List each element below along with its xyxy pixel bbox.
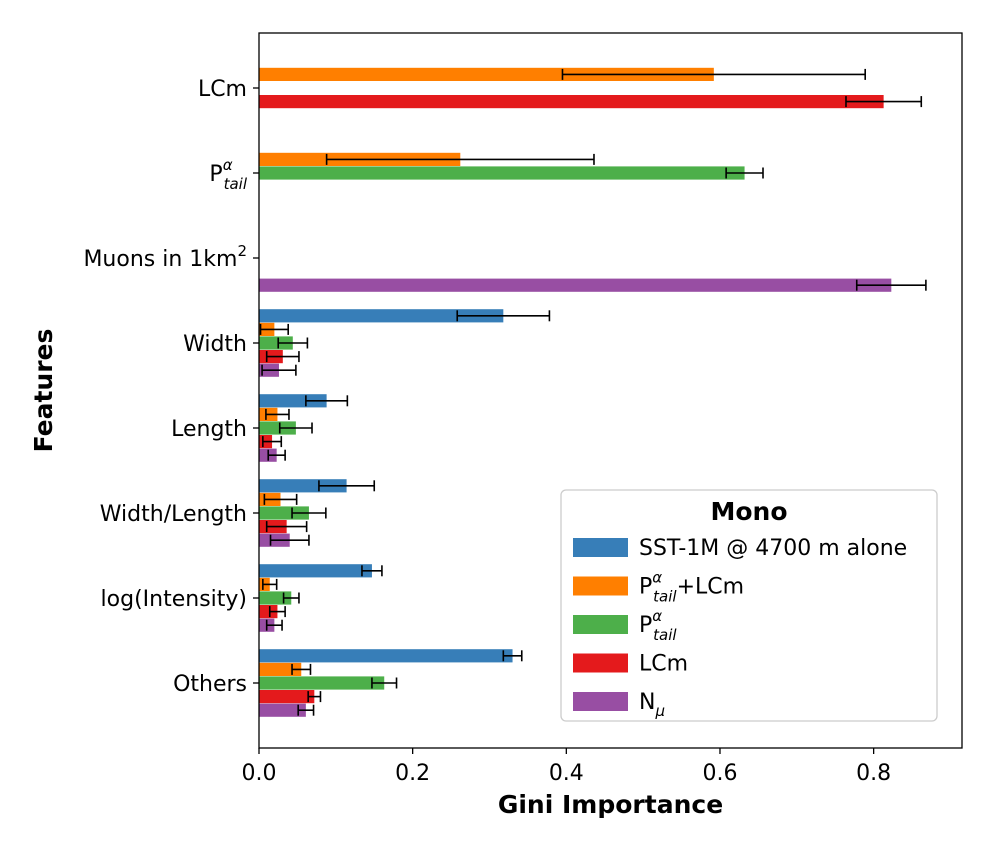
- bar-p-tail-length: [259, 421, 296, 435]
- y-tick-label-logint: log(Intensity): [101, 587, 247, 612]
- bar-lcm-logint: [259, 605, 278, 619]
- legend-swatch-p-tail: [573, 615, 628, 634]
- errorbar-lcm-lcm: [845, 96, 923, 108]
- errorbar-sst-1m-4700-m-alone-others: [502, 650, 523, 662]
- legend-label-sst-1m-4700-m-alone: SST-1M @ 4700 m alone: [639, 536, 907, 561]
- errorbar-lcm-wl: [265, 521, 308, 533]
- errorbar-p-tail-lcm-width: [259, 323, 289, 335]
- errorbar-lcm-logint: [268, 606, 286, 618]
- legend-swatch-n: [573, 692, 628, 711]
- errorbar-p-tail-lcm-ptail: [325, 153, 595, 165]
- errorbar-sst-1m-4700-m-alone-width: [456, 310, 551, 322]
- bar-sst-1m-4700-m-alone-length: [259, 394, 327, 408]
- x-tick-label-2: 0.4: [549, 761, 584, 786]
- errorbar-sst-1m-4700-m-alone-logint: [361, 565, 383, 577]
- legend-title: Mono: [710, 497, 787, 526]
- errorbar-n-others: [297, 704, 315, 716]
- bar-p-tail-wl: [259, 506, 309, 520]
- y-axis-title: Features: [29, 329, 58, 453]
- errorbar-p-tail-lcm-length: [265, 408, 290, 420]
- errorbar-p-tail-wl: [291, 507, 327, 519]
- errorbar-p-tail-length: [278, 422, 313, 434]
- bar-n-muons: [259, 278, 892, 292]
- errorbar-p-tail-width: [277, 337, 309, 349]
- y-tick-label-length: Length: [171, 417, 247, 442]
- bar-p-tail-width: [259, 336, 293, 350]
- x-tick-label-0: 0.0: [242, 761, 277, 786]
- legend-swatch-sst-1m-4700-m-alone: [573, 538, 628, 557]
- errorbar-p-tail-lcm-wl: [263, 493, 298, 505]
- x-tick-label-1: 0.2: [395, 761, 430, 786]
- errorbar-n-logint: [265, 619, 283, 631]
- errorbar-p-tail-others: [371, 677, 398, 689]
- errorbar-n-wl: [269, 534, 310, 546]
- errorbar-p-tail-lcm-logint: [262, 578, 278, 590]
- legend-label-p-tail-lcm: Pα tail+LCm: [639, 569, 744, 606]
- bar-p-tail-ptail: [259, 166, 745, 180]
- legend-swatch-lcm: [573, 653, 628, 673]
- y-tick-label-muons: Muons in 1km2: [83, 242, 247, 272]
- y-tick-label-ptail: Pα tail: [209, 156, 247, 193]
- bar-sst-1m-4700-m-alone-others: [259, 649, 513, 663]
- bar-sst-1m-4700-m-alone-width: [259, 309, 504, 323]
- y-tick-label-wl: Width/Length: [100, 502, 247, 527]
- errorbar-sst-1m-4700-m-alone-wl: [318, 480, 376, 492]
- errorbar-p-tail-lcm-others: [291, 663, 312, 675]
- legend-label-p-tail: Pα tail: [639, 607, 677, 644]
- errorbar-p-tail-lcm-lcm: [561, 68, 866, 80]
- bar-sst-1m-4700-m-alone-logint: [259, 564, 372, 578]
- errorbar-lcm-others: [307, 691, 322, 703]
- bar-p-tail-lcm-others: [259, 662, 302, 676]
- errorbar-n-length: [267, 449, 286, 461]
- y-tick-label-others: Others: [173, 672, 247, 697]
- bar-p-tail-lcm-lcm: [259, 67, 714, 81]
- errorbar-sst-1m-4700-m-alone-length: [305, 395, 349, 407]
- errorbar-p-tail-logint: [282, 592, 300, 604]
- y-tick-label-lcm: LCm: [198, 77, 247, 102]
- bar-n-others: [259, 703, 306, 717]
- errorbar-lcm-length: [262, 436, 283, 448]
- legend-label-n: Nμ: [639, 690, 665, 720]
- bar-p-tail-others: [259, 676, 385, 690]
- errorbar-n-width: [261, 364, 297, 376]
- legend-swatch-p-tail-lcm: [573, 576, 628, 596]
- plot-frame: [258, 32, 963, 749]
- x-tick-label-3: 0.6: [702, 761, 737, 786]
- errorbar-p-tail-ptail: [725, 167, 764, 179]
- bar-lcm-lcm: [259, 95, 884, 109]
- x-tick-label-4: 0.8: [856, 761, 891, 786]
- y-tick-label-width: Width: [183, 332, 247, 357]
- bar-lcm-others: [259, 690, 315, 704]
- legend-label-lcm: LCm: [639, 652, 688, 677]
- legend-box: [560, 489, 938, 722]
- x-axis-title: Gini Importance: [498, 790, 723, 819]
- bar-sst-1m-4700-m-alone-wl: [259, 479, 347, 493]
- errorbar-lcm-width: [265, 351, 300, 363]
- errorbar-n-muons: [855, 279, 927, 291]
